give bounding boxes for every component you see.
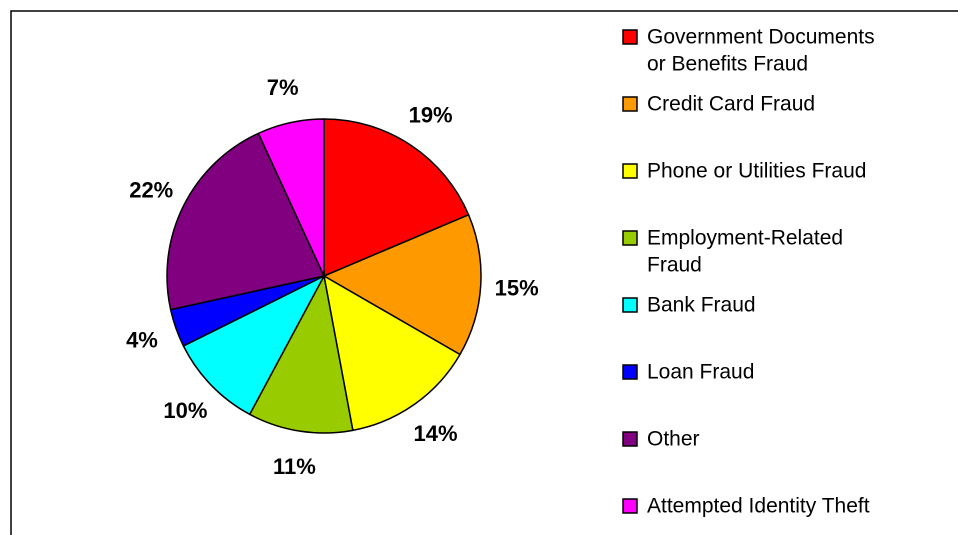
legend-item: Attempted Identity Theft [622,495,870,518]
legend-item: Bank Fraud [622,294,756,317]
legend-swatch [622,230,638,246]
legend-swatch [622,364,638,380]
pie-slice-8 [257,118,325,277]
pie-slice-7 [166,132,325,311]
chart-border [10,10,958,535]
legend-label: Other [647,428,700,451]
legend-label: or Benefits Fraud [647,53,808,76]
legend: Government Documents or Benefits Fraud Cre… [622,26,875,518]
slice-value-label: 22% [129,177,173,202]
pie-slice-4 [248,275,354,434]
legend-label: Bank Fraud [647,294,756,317]
legend-item: Employment-Related Fraud [622,227,843,277]
pie-slices [166,118,482,434]
legend-swatch [622,29,638,45]
legend-swatch [622,163,638,179]
slice-value-label: 4% [126,328,158,353]
pie-slice-2 [323,214,482,356]
legend-item: Loan Fraud [622,361,754,384]
legend-item: Credit Card Fraud [622,93,815,116]
legend-label: Phone or Utilities Fraud [647,160,866,183]
slice-value-label: 11% [273,454,316,479]
slice-value-label: 14% [413,421,457,446]
slice-value-label: 10% [163,398,207,423]
pie-slice-1 [323,118,470,277]
legend-item: Phone or Utilities Fraud [622,160,866,183]
legend-swatch [622,96,638,112]
legend-item: Government Documents or Benefits Fraud [622,26,875,76]
legend-swatch [622,431,638,447]
slice-value-label: 7% [267,75,299,100]
pie-slice-3 [323,275,461,432]
legend-label: Attempted Identity Theft [647,495,870,518]
legend-label: Loan Fraud [647,361,754,384]
slice-labels: 19% 15% 14% 11% 10% 4% 22% 7% [126,75,539,479]
legend-item: Other [622,428,700,451]
slice-value-label: 19% [409,103,453,128]
pie-slice-5 [182,275,325,416]
legend-swatch [622,297,638,313]
legend-label: Employment-Related [647,227,843,250]
legend-label: Credit Card Fraud [647,93,815,116]
legend-label: Government Documents [647,26,875,49]
legend-label: Fraud [647,254,702,277]
legend-swatch [622,498,638,514]
slice-value-label: 15% [495,275,539,300]
